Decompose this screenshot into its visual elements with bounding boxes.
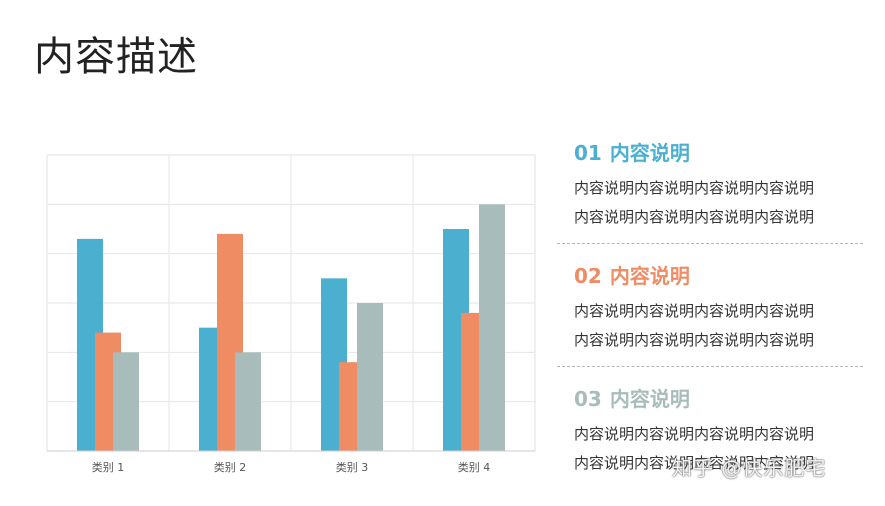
section-2-line-1: 内容说明内容说明内容说明内容说明 bbox=[574, 302, 815, 320]
section-3: 03 内容说明 内容说明内容说明内容说明内容说明 内容说明内容说明内容说明内容说明 bbox=[574, 386, 864, 478]
section-3-title: 内容说明 bbox=[609, 387, 690, 411]
section-2-heading: 02 内容说明 bbox=[574, 263, 864, 289]
section-1-title: 内容说明 bbox=[609, 141, 690, 165]
x-tick-label: 类别 1 bbox=[92, 460, 125, 474]
section-1-line-1: 内容说明内容说明内容说明内容说明 bbox=[574, 179, 815, 197]
bar-3-series-3 bbox=[357, 303, 383, 451]
section-3-line-1: 内容说明内容说明内容说明内容说明 bbox=[574, 425, 815, 443]
section-2-title: 内容说明 bbox=[609, 264, 690, 288]
section-1: 01 内容说明 内容说明内容说明内容说明内容说明 内容说明内容说明内容说明内容说明 bbox=[574, 140, 864, 232]
page-title: 内容描述 bbox=[34, 34, 198, 80]
section-1-number: 01 bbox=[574, 141, 602, 165]
bar-2-series-3 bbox=[235, 352, 261, 451]
section-2: 02 内容说明 内容说明内容说明内容说明内容说明 内容说明内容说明内容说明内容说明 bbox=[574, 263, 864, 355]
x-tick-label: 类别 4 bbox=[458, 460, 491, 474]
divider-2 bbox=[557, 366, 863, 367]
section-1-line-2: 内容说明内容说明内容说明内容说明 bbox=[574, 208, 815, 226]
section-2-line-2: 内容说明内容说明内容说明内容说明 bbox=[574, 331, 815, 349]
bar-4-series-3 bbox=[479, 204, 505, 451]
section-3-heading: 03 内容说明 bbox=[574, 386, 864, 412]
section-3-line-2: 内容说明内容说明内容说明内容说明 bbox=[574, 454, 815, 472]
bar-chart: 类别 1 类别 2 类别 3 类别 4 bbox=[46, 154, 536, 474]
section-2-number: 02 bbox=[574, 264, 602, 288]
section-3-number: 03 bbox=[574, 387, 602, 411]
divider-1 bbox=[557, 243, 863, 244]
bar-1-series-3 bbox=[113, 352, 139, 451]
section-1-heading: 01 内容说明 bbox=[574, 140, 864, 166]
x-tick-label: 类别 3 bbox=[336, 460, 369, 474]
watermark: 知乎 @快乐肥宅 bbox=[672, 456, 827, 480]
x-tick-label: 类别 2 bbox=[214, 460, 247, 474]
